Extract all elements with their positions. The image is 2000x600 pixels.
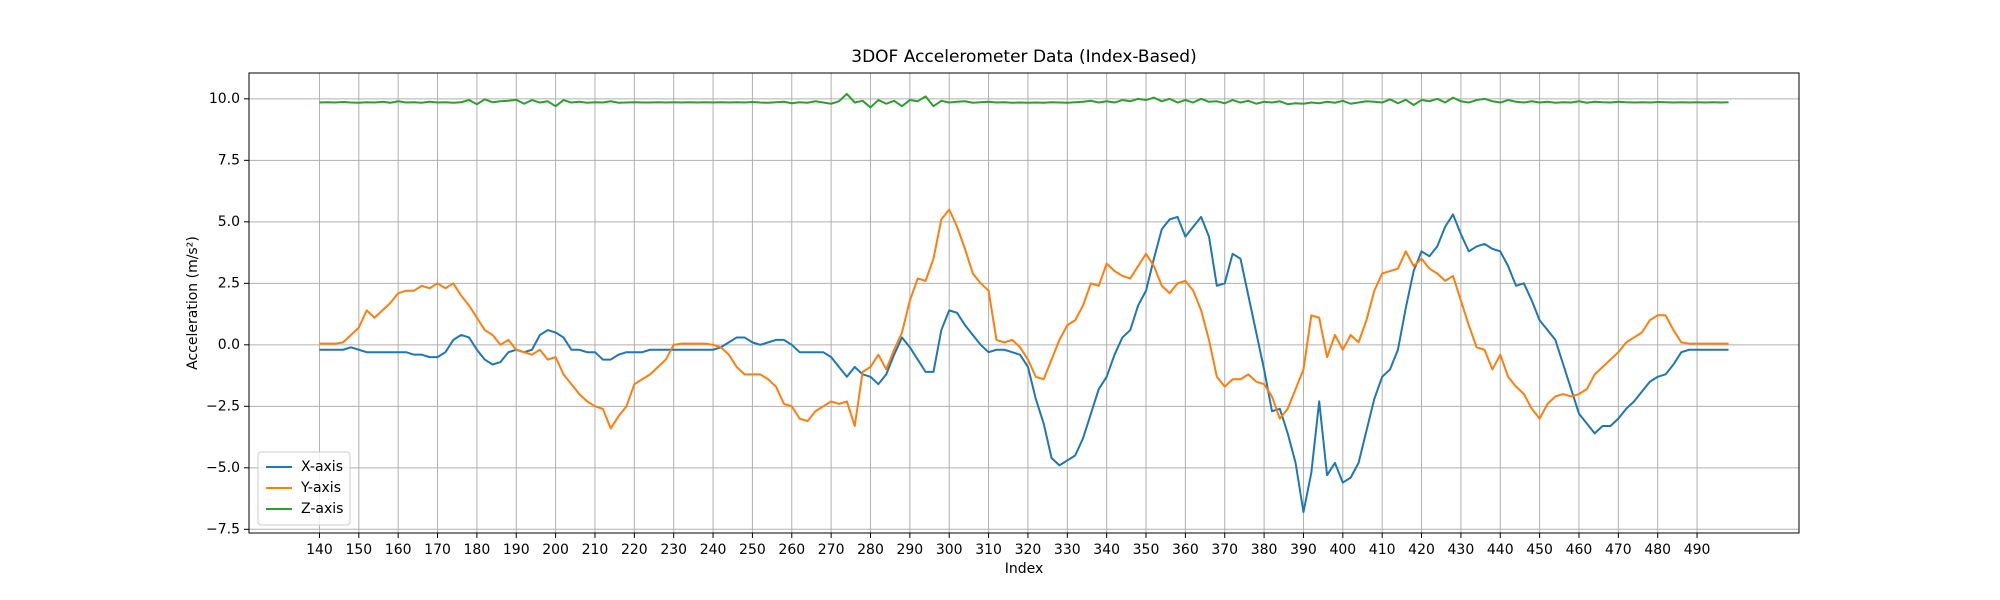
x-tick-label: 160 xyxy=(385,542,412,558)
x-tick-label: 490 xyxy=(1684,542,1711,558)
data-line xyxy=(319,213,1729,514)
x-tick-label: 320 xyxy=(1015,542,1042,558)
x-tick-label: 410 xyxy=(1369,542,1396,558)
x-tick-label: 450 xyxy=(1526,542,1553,558)
x-tick-label: 270 xyxy=(818,542,845,558)
y-tick-label: 10.0 xyxy=(209,91,240,107)
x-tick-label: 370 xyxy=(1211,542,1238,558)
x-tick-label: 440 xyxy=(1487,542,1514,558)
x-tick-label: 240 xyxy=(700,542,727,558)
legend-box xyxy=(257,451,351,526)
x-tick-label: 230 xyxy=(660,542,687,558)
x-tick-label: 460 xyxy=(1566,542,1593,558)
x-tick-label: 310 xyxy=(975,542,1002,558)
x-tick-label: 180 xyxy=(464,542,491,558)
x-tick-label: 190 xyxy=(503,542,530,558)
x-tick-label: 170 xyxy=(424,542,451,558)
y-tick-label: −7.5 xyxy=(206,521,240,537)
x-tick-label: 360 xyxy=(1172,542,1199,558)
axes-frame xyxy=(248,72,1800,534)
x-tick-label: 220 xyxy=(621,542,648,558)
x-tick-label: 330 xyxy=(1054,542,1081,558)
x-tick-label: 380 xyxy=(1251,542,1278,558)
y-tick-label: 5.0 xyxy=(218,214,240,230)
x-tick-label: 350 xyxy=(1133,542,1160,558)
x-tick-label: 390 xyxy=(1290,542,1317,558)
x-axis-label: Index xyxy=(1005,561,1044,577)
x-tick-label: 480 xyxy=(1644,542,1671,558)
data-line xyxy=(319,92,1729,109)
x-tick-label: 340 xyxy=(1093,542,1120,558)
x-tick-label: 150 xyxy=(345,542,372,558)
y-tick-label: 7.5 xyxy=(218,152,240,168)
y-axis-label: Acceleration (m/s²) xyxy=(185,236,201,370)
y-tick-label: −5.0 xyxy=(206,460,240,476)
legend-label: Z-axis xyxy=(301,501,343,517)
x-tick-label: 300 xyxy=(936,542,963,558)
legend-label: X-axis xyxy=(301,459,343,475)
x-tick-label: 400 xyxy=(1329,542,1356,558)
x-tick-label: 260 xyxy=(778,542,805,558)
chart-title: 3DOF Accelerometer Data (Index-Based) xyxy=(851,47,1196,67)
x-tick-label: 250 xyxy=(739,542,766,558)
x-tick-label: 140 xyxy=(306,542,333,558)
legend-label: Y-axis xyxy=(300,480,341,496)
data-line xyxy=(319,208,1729,430)
y-tick-label: 2.5 xyxy=(218,275,240,291)
x-tick-label: 200 xyxy=(542,542,569,558)
y-tick-label: −2.5 xyxy=(206,398,240,414)
x-tick-label: 420 xyxy=(1408,542,1435,558)
y-tick-label: 0.0 xyxy=(218,337,240,353)
x-tick-label: 430 xyxy=(1448,542,1475,558)
x-tick-label: 280 xyxy=(857,542,884,558)
x-tick-label: 290 xyxy=(896,542,923,558)
x-tick-label: 470 xyxy=(1605,542,1632,558)
x-tick-label: 210 xyxy=(582,542,609,558)
